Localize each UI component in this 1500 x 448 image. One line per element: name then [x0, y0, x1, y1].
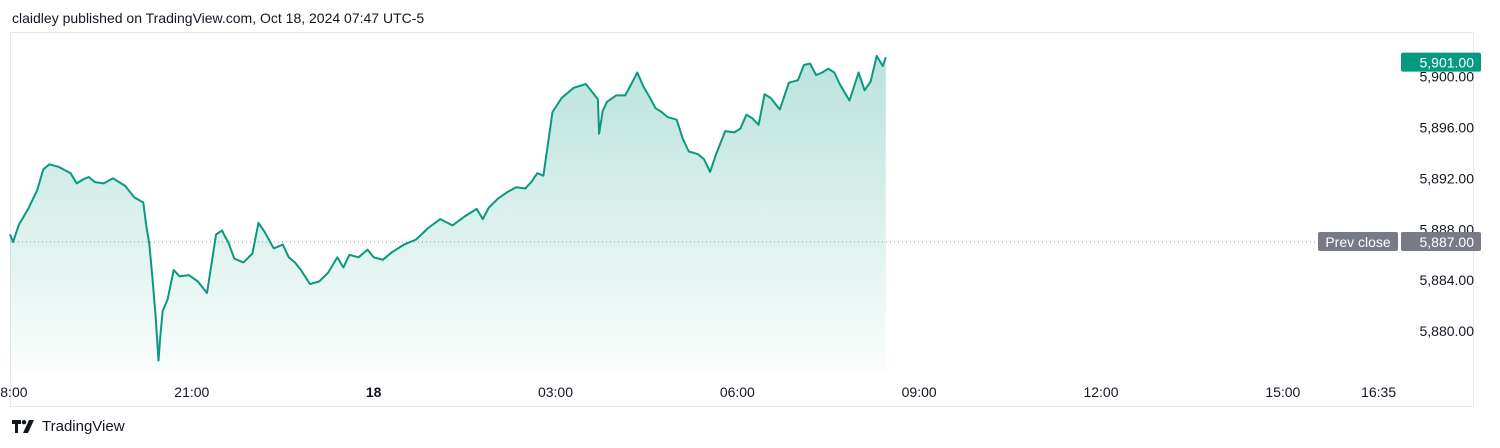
- x-tick-label: 18: [366, 384, 382, 400]
- prev-close-tag: [1318, 232, 1398, 252]
- x-tick-label: 09:00: [902, 384, 937, 400]
- chart-frame: [10, 32, 1474, 407]
- y-tick-label: 5,892.00: [1420, 170, 1475, 186]
- x-tick-label: 06:00: [720, 384, 755, 400]
- x-tick-label: 15:00: [1265, 384, 1300, 400]
- price-area-fill: [10, 55, 886, 373]
- price-line: [9, 54, 887, 362]
- last-price-tag: [1401, 52, 1481, 72]
- brand-name: TradingView: [42, 418, 125, 435]
- prev-close-value-label: 5,887.00: [1420, 234, 1475, 250]
- x-tick-label: 18:00: [0, 384, 28, 400]
- y-tick-label: 5,884.00: [1420, 272, 1475, 288]
- publisher-info: claidley published on TradingView.com, O…: [12, 10, 425, 26]
- y-tick-label: 5,896.00: [1420, 119, 1475, 135]
- footer-brand: TradingView: [12, 418, 125, 435]
- x-tick-label: 12:00: [1083, 384, 1118, 400]
- price-chart[interactable]: 5,880.005,884.005,888.005,892.005,896.00…: [0, 0, 1500, 410]
- x-tick-label: 21:00: [174, 384, 209, 400]
- x-tick-label: 03:00: [538, 384, 573, 400]
- last-price-label: 5,901.00: [1420, 55, 1475, 71]
- prev-close-label: Prev close: [1325, 234, 1391, 250]
- y-tick-label: 5,880.00: [1420, 323, 1475, 339]
- y-tick-label: 5,900.00: [1420, 68, 1475, 84]
- tradingview-logo-icon: [12, 420, 36, 433]
- x-tick-label: 16:35: [1361, 384, 1396, 400]
- prev-close-value-tag: [1401, 232, 1481, 252]
